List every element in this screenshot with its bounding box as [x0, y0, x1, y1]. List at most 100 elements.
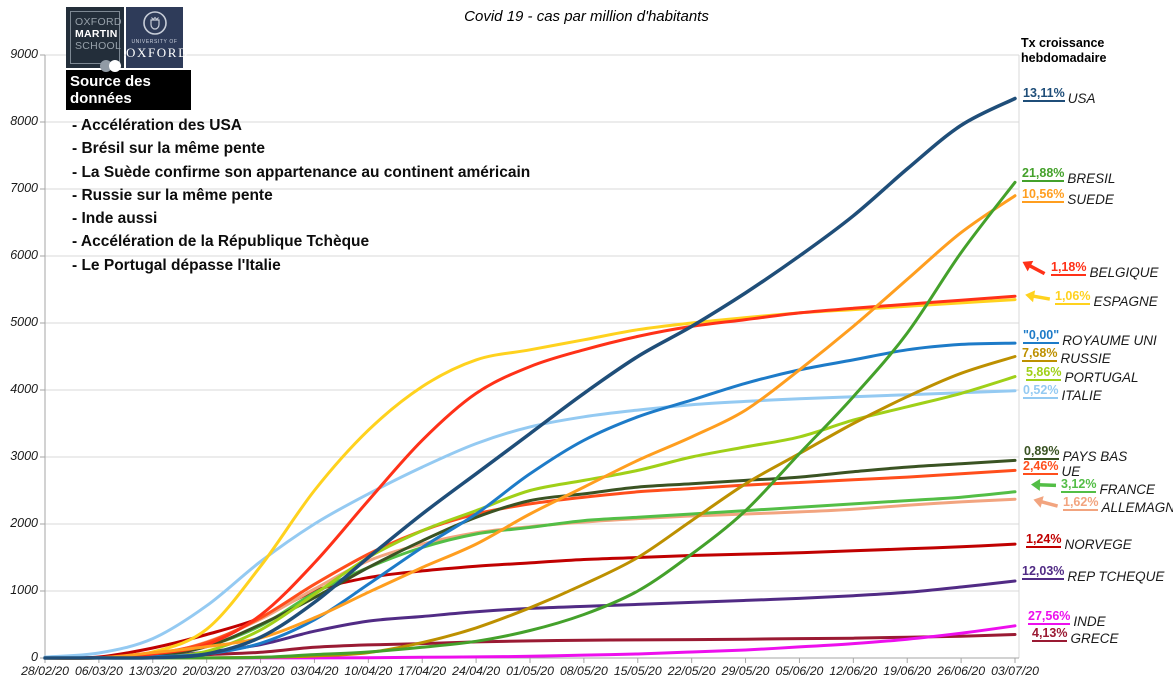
- country-name: ROYAUME UNI: [1062, 332, 1157, 348]
- oxford-martin-school-logo: OXFORD MARTIN SCHOOL: [66, 7, 124, 72]
- growth-value: "0,00": [1023, 327, 1060, 344]
- toggle-icon: [100, 60, 121, 72]
- country-name: REP TCHEQUE: [1067, 568, 1165, 584]
- y-axis-label: 4000: [10, 382, 38, 396]
- growth-value: 3,12%: [1061, 476, 1097, 493]
- annotation-item: - Accélération des USA: [72, 117, 242, 134]
- country-name: PORTUGAL: [1064, 369, 1139, 385]
- x-axis-label: 24/04/20: [452, 664, 501, 678]
- growth-value: 1,06%: [1055, 288, 1091, 305]
- series-label-belgique: 1,18% BELGIQUE: [1020, 259, 1159, 280]
- y-axis-label: 5000: [10, 315, 38, 329]
- series-line-france: [43, 490, 1017, 660]
- oxford-martin-logo: OXFORD MARTIN SCHOOL UNIVERSITY OF OXFOR…: [66, 7, 191, 110]
- y-axis-label: 7000: [10, 181, 38, 195]
- x-axis-label: 05/06/20: [775, 664, 824, 678]
- series-line-ue: [43, 468, 1017, 660]
- series-line-bresil: [43, 180, 1017, 660]
- growth-value: 27,56%: [1028, 608, 1071, 625]
- growth-rate-header-line2: hebdomadaire: [1021, 51, 1107, 65]
- annotation-item: - Inde aussi: [72, 210, 158, 228]
- country-name: ESPAGNE: [1093, 293, 1158, 309]
- country-name: BELGIQUE: [1089, 264, 1159, 280]
- country-name: RUSSIE: [1060, 350, 1111, 366]
- series-label-italie: 0,52% ITALIE: [1023, 382, 1102, 403]
- y-axis-label: 1000: [10, 583, 38, 597]
- growth-value: 10,56%: [1022, 186, 1065, 203]
- arrow-left-icon: [1031, 478, 1057, 491]
- x-axis-label: 27/03/20: [236, 664, 285, 678]
- series-label-suede: 10,56% SUEDE: [1022, 186, 1114, 207]
- series-line-suede: [43, 194, 1017, 660]
- country-name: SUEDE: [1067, 191, 1114, 207]
- growth-value: 1,24%: [1026, 531, 1062, 548]
- arrow-left-icon: [1033, 496, 1059, 508]
- country-name: GRECE: [1070, 630, 1119, 646]
- logo-text-oxford: OXFORD: [75, 16, 122, 28]
- series-label-france: 3,12% FRANCE: [1030, 476, 1155, 497]
- x-axis-label: 13/03/20: [128, 664, 177, 678]
- x-axis-label: 08/05/20: [559, 664, 608, 678]
- source-data-button[interactable]: Source des données: [66, 70, 191, 110]
- x-axis-label: 03/04/20: [290, 664, 339, 678]
- arrow-left-icon: [1025, 290, 1051, 303]
- x-axis-label: 22/05/20: [667, 664, 716, 678]
- x-axis-label: 06/03/20: [74, 664, 123, 678]
- logo-border: [70, 11, 120, 64]
- x-axis-label: 12/06/20: [829, 664, 878, 678]
- series-line-norvege: [43, 542, 1017, 660]
- y-axis-label: 2000: [10, 516, 38, 530]
- y-axis-label: 8000: [10, 114, 38, 128]
- toggle-dot-white: [109, 60, 121, 72]
- series-label-grece: 4,13% GRECE: [1032, 625, 1119, 646]
- y-axis-label: 0: [31, 650, 38, 664]
- y-axis-label: 9000: [10, 47, 38, 61]
- y-axis-label: 6000: [10, 248, 38, 262]
- growth-value: 7,68%: [1022, 345, 1058, 362]
- series-label-bresil: 21,88% BRESIL: [1022, 165, 1116, 186]
- country-name: ALLEMAGNE: [1101, 499, 1173, 515]
- growth-value: 1,18%: [1051, 259, 1087, 276]
- x-axis-label: 17/04/20: [398, 664, 447, 678]
- series-line-usa: [43, 96, 1017, 660]
- series-label-royaume-uni: "0,00" ROYAUME UNI: [1023, 327, 1157, 348]
- chart-title: Covid 19 - cas par million d'habitants: [464, 8, 709, 25]
- x-axis-label: 29/05/20: [721, 664, 770, 678]
- logo-text-university-of: UNIVERSITY OF: [131, 39, 178, 45]
- series-label-rep-tcheque: 12,03% REP TCHEQUE: [1022, 563, 1165, 584]
- growth-value: 0,52%: [1023, 382, 1059, 399]
- series-line-allemagne: [43, 497, 1017, 660]
- series-label-portugal: 5,86% PORTUGAL: [1026, 364, 1139, 385]
- x-axis-label: 19/06/20: [883, 664, 932, 678]
- growth-rate-header-line1: Tx croissance: [1021, 36, 1105, 50]
- growth-value: 21,88%: [1022, 165, 1065, 182]
- annotation-item: - La Suède confirme son appartenance au …: [72, 163, 531, 181]
- series-label-allemagne: 1,62%ALLEMAGNE: [1032, 494, 1173, 515]
- country-name: NORVEGE: [1064, 536, 1132, 552]
- x-axis-label: 10/04/20: [344, 664, 393, 678]
- growth-value: 13,11%: [1023, 85, 1065, 102]
- country-name: INDE: [1073, 613, 1106, 629]
- country-name: ITALIE: [1061, 387, 1102, 403]
- series-label-ue: 2,46% UE: [1023, 458, 1080, 479]
- country-name: FRANCE: [1099, 481, 1155, 497]
- country-name: BRESIL: [1067, 170, 1116, 186]
- series-label-pays-bas: 0,89% PAYS BAS: [1024, 443, 1127, 464]
- series-label-norvege: 1,24% NORVEGE: [1026, 531, 1132, 552]
- y-axis-label: 3000: [10, 449, 38, 463]
- series-label-espagne: 1,06% ESPAGNE: [1024, 288, 1158, 309]
- logo-boxes: OXFORD MARTIN SCHOOL UNIVERSITY OF OXFOR…: [66, 7, 191, 72]
- annotation-item: - Brésil sur la même pente: [72, 140, 265, 158]
- series-line-belgique: [43, 294, 1017, 660]
- x-axis-label: 28/02/20: [21, 664, 69, 678]
- annotation-item: - Le Portugal dépasse l'Italie: [72, 256, 281, 274]
- logo-text-school: SCHOOL: [75, 40, 122, 52]
- growth-value: 5,86%: [1026, 364, 1062, 381]
- x-axis-label: 01/05/20: [506, 664, 554, 678]
- growth-value: 12,03%: [1022, 563, 1065, 580]
- growth-rate-header: Tx croissance hebdomadaire: [1021, 36, 1106, 66]
- x-axis-label: 15/05/20: [613, 664, 662, 678]
- series-line-portugal: [43, 375, 1017, 660]
